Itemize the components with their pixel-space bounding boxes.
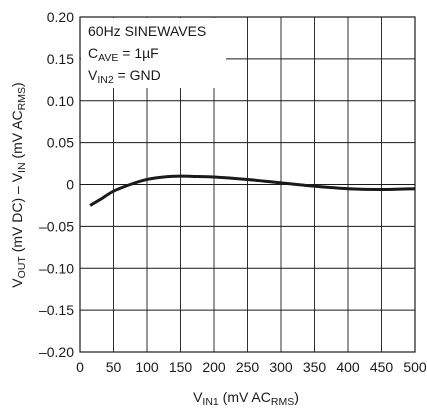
annotation-line: VIN2 = GND [88,67,161,86]
x-tick-label: 300 [269,359,293,375]
x-axis-title: VIN1 (mV ACRMS) [193,389,299,408]
annotation-line: CAVE = 1µF [88,45,159,64]
plot-frame [79,16,416,353]
y-tick-label: 0.10 [47,93,74,109]
y-tick-label: –0.05 [39,218,74,234]
y-axis-tick-labels: 0.20 0.15 0.10 0.05 0 –0.05 –0.10 –0.15 –0.20 [39,9,74,360]
series-layer [89,174,416,207]
y-axis-title: VOUT (mV DC) – VIN (mV ACRMS) [9,82,28,287]
y-tick-label: –0.10 [39,260,74,276]
x-tick-label: 100 [135,359,159,375]
y-tick-label: 0.20 [47,9,74,25]
annotation-background [81,18,226,88]
y-tick-label: –0.20 [39,344,74,360]
x-tick-label: 400 [336,359,360,375]
x-tick-label: 200 [202,359,226,375]
y-tick-label: –0.15 [39,302,74,318]
y-tick-label: 0.05 [47,135,74,151]
annotation-box: 60Hz SINEWAVES CAVE = 1µF VIN2 = GND [81,18,226,88]
x-tick-label: 500 [403,359,427,375]
x-tick-label: 50 [106,359,122,375]
x-tick-label: 350 [303,359,327,375]
x-tick-label: 250 [236,359,260,375]
series-line [89,174,416,207]
annotation-line: 60Hz SINEWAVES [88,23,206,39]
x-tick-label: 0 [76,359,84,375]
y-tick-label: 0 [66,177,74,193]
x-tick-label: 450 [370,359,394,375]
x-axis-tick-labels: 0 50 100 150 200 250 300 350 400 450 500 [76,359,427,375]
x-tick-label: 150 [169,359,193,375]
y-tick-label: 0.15 [47,51,74,67]
